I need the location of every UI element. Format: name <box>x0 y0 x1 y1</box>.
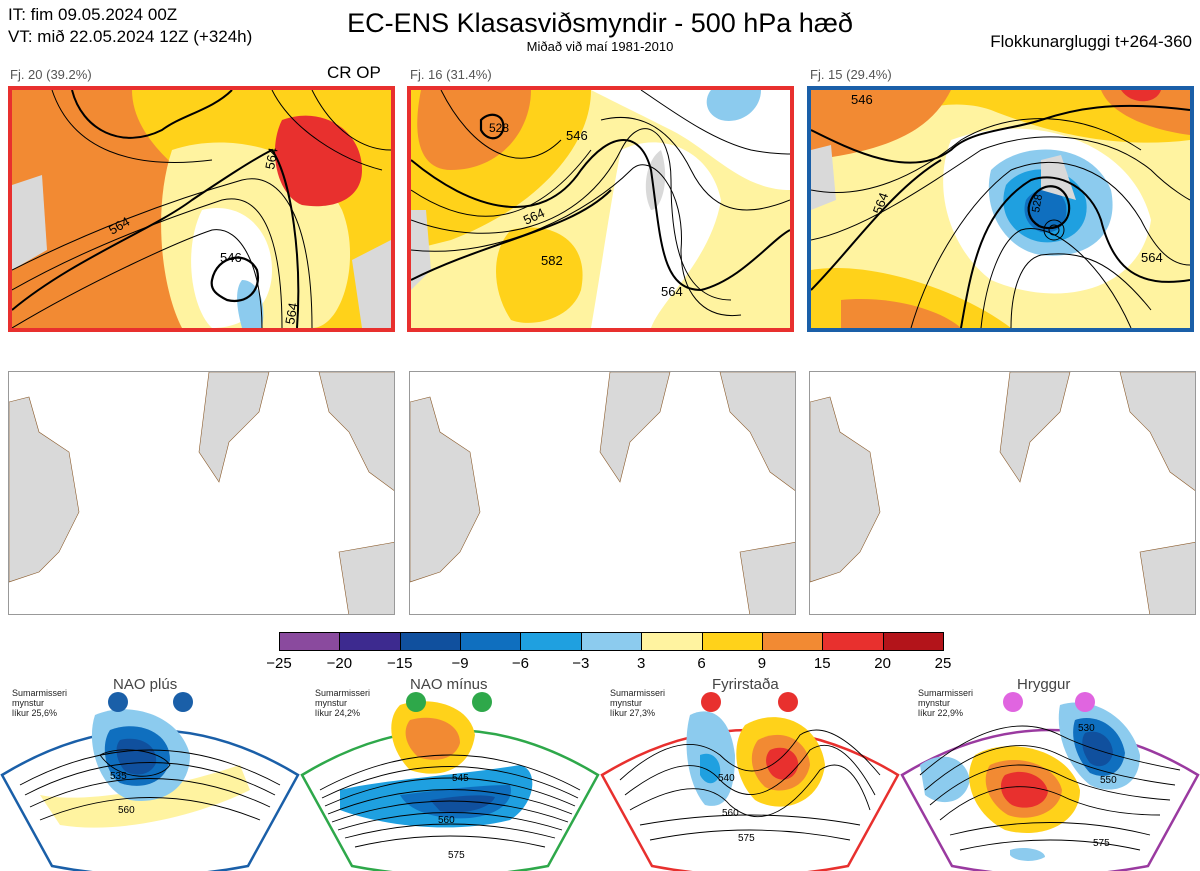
colorbar-tick-label: −9 <box>451 655 469 672</box>
colorbar-tick-label: −6 <box>511 655 529 672</box>
regime-1-note: Sumarmisseri mynstur líkur 25,6% <box>12 688 68 718</box>
regime-2-dot <box>406 692 426 712</box>
regime-3-contour-b: 560 <box>722 808 739 819</box>
cluster-2-map[interactable]: 546 564 582 564 528 <box>407 86 794 332</box>
cluster-2-contour-528: 528 <box>489 121 509 135</box>
cluster-3-contour-528: 528 <box>1030 193 1045 213</box>
colorbar-swatch <box>279 632 341 651</box>
colorbar-swatch <box>882 632 944 651</box>
initial-time: IT: fim 09.05.2024 00Z <box>8 5 178 24</box>
cluster-2-label: Fj. 16 (31.4%) <box>410 67 492 82</box>
regime-3-title: Fyrirstaða <box>712 676 779 693</box>
page-title: EC-ENS Klasasviðsmyndir - 500 hPa hæð <box>347 8 853 38</box>
regime-3-note: Sumarmisseri mynstur líkur 27,3% <box>610 688 666 718</box>
cluster-3-map[interactable]: 546 564 528 564 <box>807 86 1194 332</box>
cluster-3-contour-564a: 564 <box>870 191 892 217</box>
regime-2-dot <box>472 692 492 712</box>
colorbar-tick-label: −20 <box>326 655 353 672</box>
regime-4-contour-b: 550 <box>1100 775 1117 786</box>
regime-nao-plus-map: 535 560 <box>0 709 300 871</box>
regime-1-title: NAO plús <box>113 676 178 693</box>
cluster-1-contour-564c: 564 <box>282 302 301 326</box>
cluster-2-contour-564b: 564 <box>661 284 683 299</box>
regime-3-contour-c: 575 <box>738 833 755 844</box>
cluster-1-map[interactable]: 564 546 564 564 <box>8 86 395 332</box>
regime-4-contour-c: 575 <box>1093 838 1110 849</box>
cluster-3-secondary-map <box>809 371 1196 615</box>
clustering-window: Flokkunargluggi t+264-360 <box>990 32 1192 51</box>
valid-time: VT: mið 22.05.2024 12Z (+324h) <box>8 27 253 46</box>
regime-1-contour-b: 560 <box>118 805 135 816</box>
regime-1-dot <box>108 692 128 712</box>
colorbar-tick-label: 9 <box>757 655 767 672</box>
colorbar-swatch <box>460 632 522 651</box>
colorbar-tick-label: 6 <box>697 655 706 672</box>
regime-3-dot <box>701 692 721 712</box>
colorbar-tick-label: −25 <box>266 655 292 672</box>
regime-nao-minus-map: 545 560 575 <box>300 701 600 871</box>
regime-2-contour-a: 545 <box>452 773 469 784</box>
regime-1-dot <box>173 692 193 712</box>
cluster-1-label: Fj. 20 (39.2%) <box>10 67 92 82</box>
regime-2-note: Sumarmisseri mynstur líkur 24,2% <box>315 688 371 718</box>
regime-3-contour-a: 540 <box>718 773 735 784</box>
regime-4-title: Hryggur <box>1017 676 1071 693</box>
colorbar-swatch <box>761 632 824 651</box>
cluster-2-contour-546: 546 <box>566 128 588 143</box>
regime-1-contour-a: 535 <box>110 771 127 782</box>
regime-4-note: Sumarmisseri mynstur líkur 22,9% <box>918 688 974 718</box>
cluster-2-contour-582: 582 <box>541 253 563 268</box>
regime-2-contour-c: 575 <box>448 850 465 861</box>
cluster-1-contour-546: 546 <box>220 250 242 265</box>
colorbar-swatch <box>822 632 884 651</box>
regime-2-title: NAO mínus <box>410 676 488 693</box>
regime-4-dot <box>1003 692 1023 712</box>
run-info: IT: fim 09.05.2024 00Z VT: mið 22.05.202… <box>8 4 252 48</box>
colorbar-swatch <box>701 632 763 651</box>
regime-2-contour-b: 560 <box>438 815 455 826</box>
colorbar-tick-label: 20 <box>874 655 891 672</box>
regime-blocking-map: 540 560 575 <box>600 711 900 871</box>
colorbar-swatch <box>580 632 643 651</box>
cluster-3-label: Fj. 15 (29.4%) <box>810 67 892 82</box>
colorbar-tick-label: 15 <box>813 655 831 672</box>
colorbar-tick-label: −15 <box>386 655 413 672</box>
regime-4-dot <box>1075 692 1095 712</box>
cluster-1-contour-564b: 564 <box>262 147 281 171</box>
colorbar-tick-label: −3 <box>572 655 590 672</box>
colorbar-swatch <box>339 632 401 651</box>
regime-4-contour-a: 530 <box>1078 723 1095 734</box>
regime-ridge-map: 530 550 575 <box>900 702 1200 871</box>
cluster-2-secondary-map <box>409 371 796 615</box>
colorbar-tick-label: 3 <box>637 655 646 672</box>
cluster-3-contour-546a: 546 <box>851 92 873 107</box>
regime-3-dot <box>778 692 798 712</box>
cluster-1-secondary-map <box>8 371 395 615</box>
cluster-3-contour-564b: 564 <box>1141 250 1163 265</box>
colorbar-swatch <box>641 632 703 651</box>
colorbar-swatch <box>520 632 582 651</box>
cluster-1-tag: CR OP <box>327 63 381 82</box>
colorbar-swatch <box>399 632 462 651</box>
page-subtitle: Miðað við maí 1981-2010 <box>526 39 674 54</box>
colorbar-tick-label: 25 <box>934 655 952 672</box>
